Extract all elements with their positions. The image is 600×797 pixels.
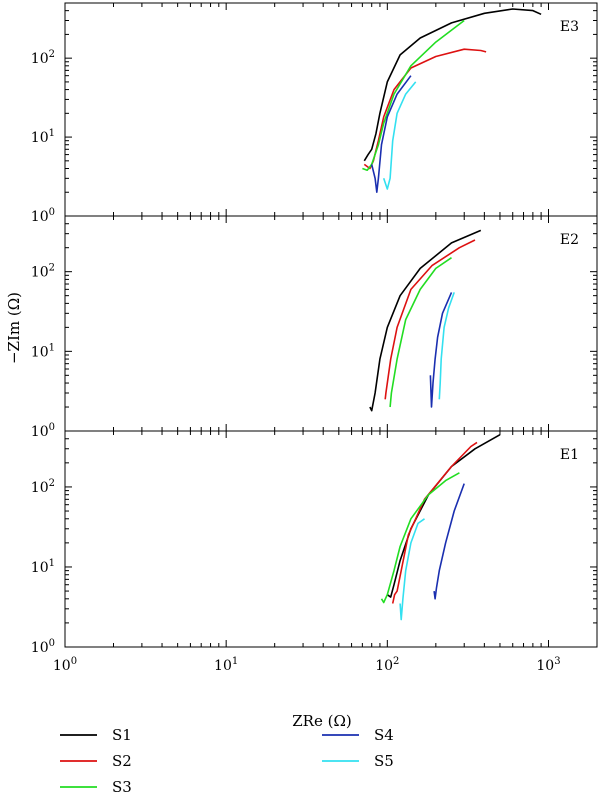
legend-label: S4 [374, 726, 394, 744]
series-line-s3 [389, 257, 452, 408]
legend-label: S1 [112, 726, 132, 744]
series-line-s1 [386, 434, 501, 598]
series-line-s4 [429, 292, 453, 408]
y-tick-label: 100 [31, 638, 55, 656]
series-line-s2 [363, 48, 487, 170]
panel-e3: 100 101 102 E3 [31, 2, 598, 225]
panel-frame [64, 215, 598, 432]
x-axis: 100 101 102 103 [53, 656, 561, 674]
legend: S1 S2 S3 S4 S5 [60, 726, 394, 796]
panel-e2: 100 101 102 E2 [31, 215, 598, 440]
series-line-s2 [384, 239, 476, 400]
x-tick-label: 100 [53, 656, 77, 674]
x-tick-label: 103 [536, 656, 560, 674]
y-tick-label: 101 [31, 342, 55, 360]
series-line-s4 [433, 483, 465, 600]
panel-label: E3 [560, 19, 579, 35]
x-axis-title: ZRe (Ω) [292, 712, 352, 730]
series-line-s5 [399, 518, 425, 621]
panels: 100 101 102 E3 100 101 102 E2 100 101 102 E1 [31, 2, 598, 656]
panel-e1: 100 101 102 E1 [31, 430, 598, 656]
y-tick-label: 100 [31, 207, 55, 225]
legend-label: S2 [112, 752, 132, 770]
panel-frame [64, 2, 598, 217]
series-line-s5 [382, 81, 417, 190]
y-tick-label: 101 [31, 558, 55, 576]
legend-item-s5: S5 [322, 752, 394, 770]
series-line-s3 [380, 472, 460, 604]
panel-label: E2 [560, 232, 579, 248]
y-tick-label: 102 [31, 263, 55, 281]
series-line-s3 [362, 19, 465, 171]
legend-item-s3: S3 [60, 778, 132, 796]
x-tick-label: 101 [214, 656, 238, 674]
series-line-s1 [369, 229, 482, 412]
legend-item-s4: S4 [322, 726, 394, 744]
y-tick-label: 101 [31, 128, 55, 146]
panel-frame [64, 430, 598, 648]
legend-item-s2: S2 [60, 752, 132, 770]
y-tick-label: 100 [31, 422, 55, 440]
y-axis-title: −ZIm (Ω) [5, 292, 23, 364]
series-line-s4 [370, 75, 412, 193]
y-tick-label: 102 [31, 478, 55, 496]
y-tick-label: 102 [31, 49, 55, 67]
legend-label: S3 [112, 778, 132, 796]
series-line-s5 [438, 292, 455, 400]
series-line-s2 [391, 441, 478, 604]
legend-label: S5 [374, 752, 394, 770]
series-line-s1 [363, 8, 542, 162]
legend-item-s1: S1 [60, 726, 132, 744]
panel-label: E1 [560, 447, 579, 463]
x-tick-label: 102 [375, 656, 399, 674]
